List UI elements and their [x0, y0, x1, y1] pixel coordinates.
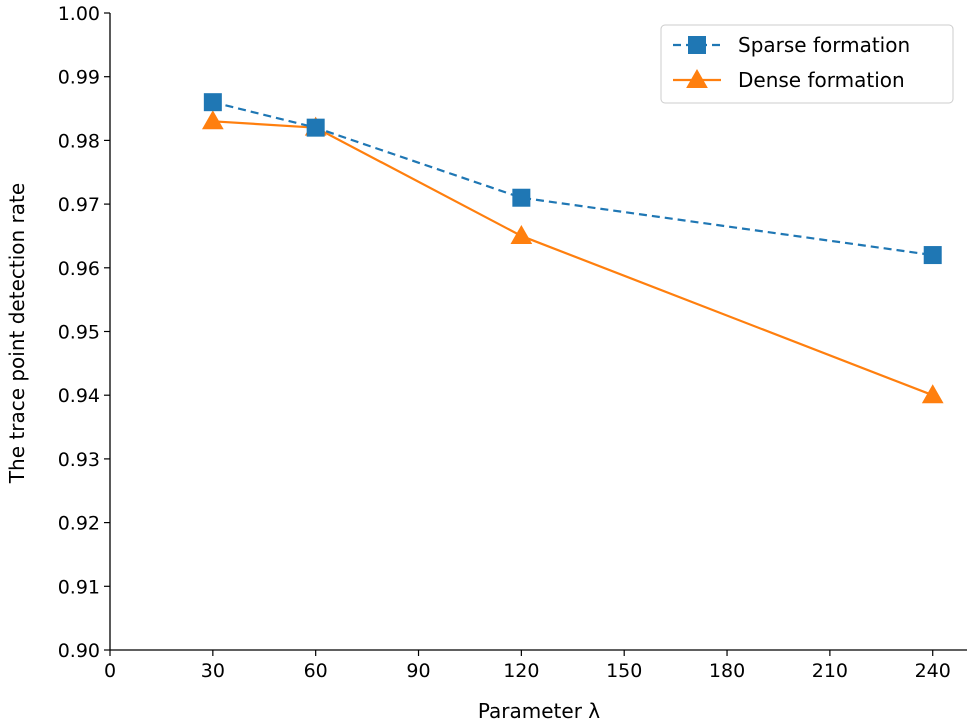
sparse-formation-point [306, 118, 325, 137]
y-tick-label: 0.96 [58, 258, 100, 280]
x-tick-label: 150 [606, 660, 642, 682]
x-tick-label: 210 [812, 660, 848, 682]
series-layer [201, 93, 944, 404]
axes: 0 30 60 90 120 150 180 210 240 0.90 0.91 0.92 0.93 0.… [58, 3, 967, 682]
y-tick-label: 0.97 [58, 194, 100, 216]
x-tick-label: 120 [503, 660, 539, 682]
y-tick-label: 0.90 [58, 640, 100, 662]
legend-dense-formation-label: Dense formation [738, 68, 905, 92]
y-tick-label: 0.93 [58, 449, 100, 471]
legend-sparse-formation-label: Sparse formation [738, 33, 910, 57]
x-tick-label: 0 [104, 660, 116, 682]
y-tick-label: 0.99 [58, 67, 100, 89]
x-tick-label: 240 [915, 660, 951, 682]
x-tick-label: 60 [304, 660, 328, 682]
legend-sparse-formation-marker [688, 36, 706, 54]
x-tick-label: 180 [709, 660, 745, 682]
sparse-formation-point [923, 246, 942, 265]
y-tick-label: 0.92 [58, 513, 100, 535]
y-tick-label: 0.98 [58, 130, 100, 152]
legend-dense-formation-marker [686, 68, 708, 88]
y-tick-label: 0.94 [58, 385, 100, 407]
y-tick-label: 1.00 [58, 3, 100, 25]
sparse-formation-line [212, 101, 933, 257]
sparse-formation-point [203, 93, 222, 112]
dense-formation-point [921, 384, 944, 404]
x-axis-label: Parameter λ [478, 699, 600, 723]
y-axis-label: The trace point detection rate [5, 183, 29, 484]
dense-formation-line [212, 120, 934, 397]
x-tick-label: 30 [201, 660, 225, 682]
dense-formation-point [201, 110, 224, 130]
y-tick-label: 0.95 [58, 322, 100, 344]
sparse-formation-point [512, 188, 531, 207]
legend-frame [660, 24, 954, 104]
legend: Sparse formation Dense formation [660, 24, 954, 104]
x-tick-label: 90 [406, 660, 430, 682]
y-tick-label: 0.91 [58, 576, 100, 598]
dense-formation-point [510, 224, 533, 244]
